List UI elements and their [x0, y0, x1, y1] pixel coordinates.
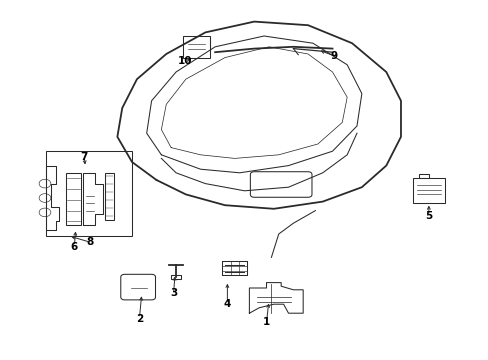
Text: 3: 3 — [170, 288, 177, 298]
Text: 2: 2 — [136, 314, 142, 324]
Bar — [66, 173, 81, 225]
Bar — [46, 151, 132, 236]
Text: 8: 8 — [87, 237, 94, 247]
Bar — [171, 275, 181, 279]
Bar — [105, 173, 114, 220]
Bar — [183, 36, 210, 58]
Text: 1: 1 — [263, 317, 269, 327]
Text: 6: 6 — [71, 242, 78, 252]
Bar — [412, 178, 444, 203]
Text: 4: 4 — [223, 299, 231, 309]
Text: 5: 5 — [425, 211, 431, 221]
Bar — [222, 261, 246, 275]
Text: 7: 7 — [80, 152, 88, 162]
Text: 10: 10 — [177, 56, 192, 66]
Bar — [418, 174, 428, 178]
Text: 9: 9 — [330, 51, 337, 61]
